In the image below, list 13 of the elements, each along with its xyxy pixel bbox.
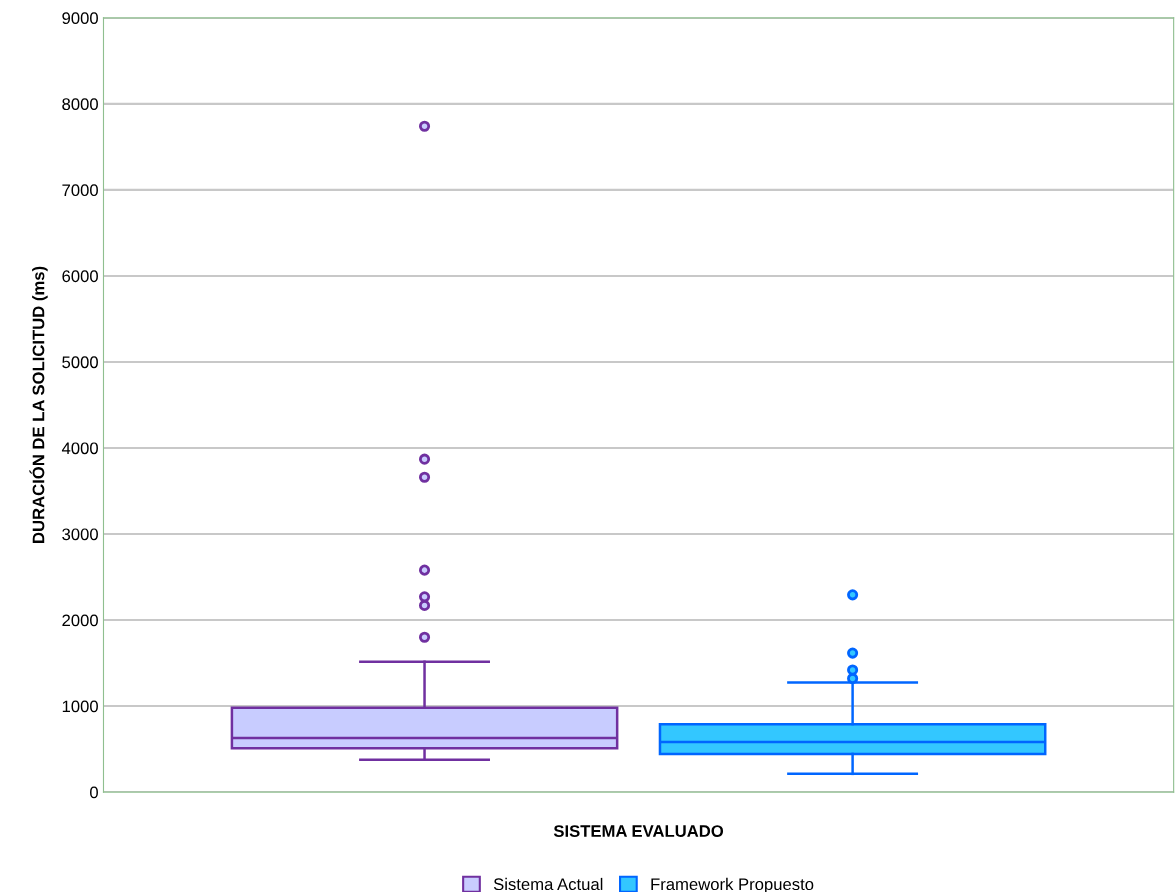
- y-tick-label: 9000: [62, 12, 98, 25]
- y-axis-title: DURACIÓN DE LA SOLICITUD (ms): [29, 266, 48, 543]
- y-tick-label: 1000: [62, 700, 98, 713]
- y-tick-label: 8000: [62, 98, 98, 111]
- y-tick-label: 4000: [61, 442, 98, 455]
- x-axis-title: SISTEMA EVALUADO: [553, 825, 724, 837]
- y-tick-label: 0: [90, 786, 98, 799]
- y-tick-label: 2000: [62, 614, 98, 627]
- y-tick-label: 5000: [62, 356, 98, 369]
- y-tick-label: 6000: [62, 270, 98, 283]
- y-tick-label: 3000: [62, 528, 98, 541]
- y-tick-label: 7000: [62, 184, 98, 197]
- legend-label: Sistema Actual: [493, 877, 603, 891]
